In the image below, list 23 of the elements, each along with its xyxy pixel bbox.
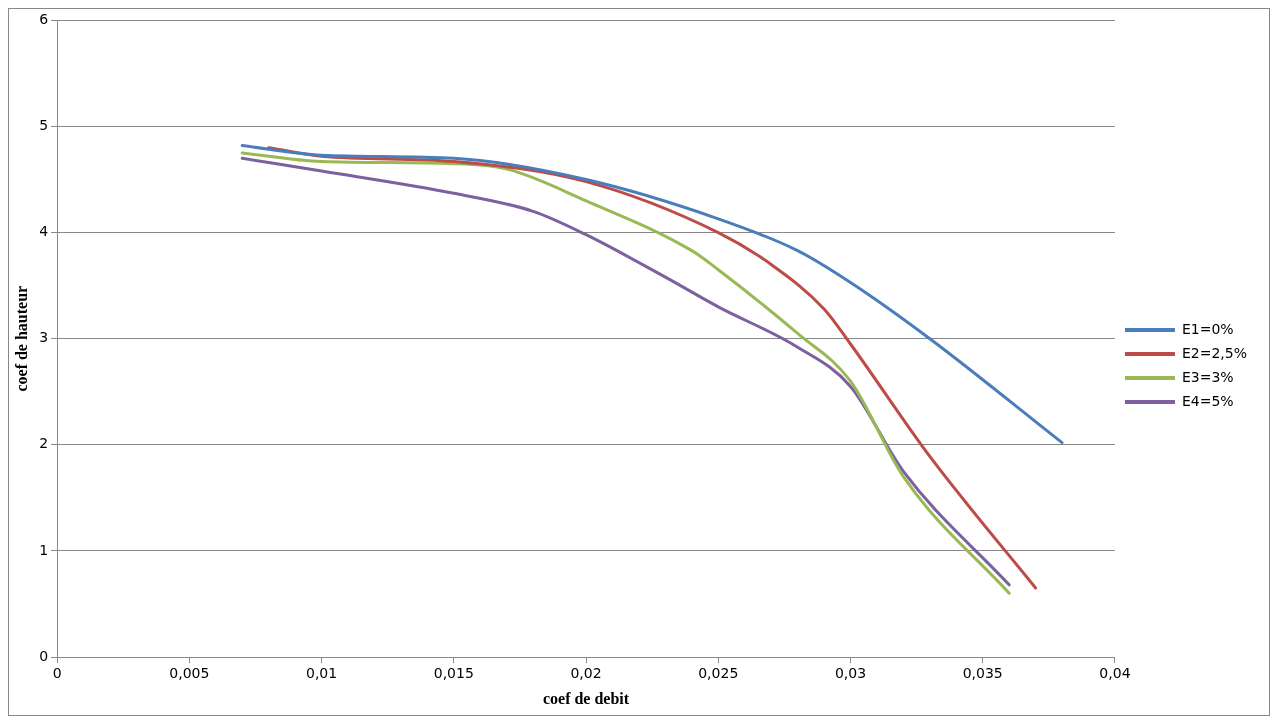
x-tick-label: 0,02 (570, 665, 602, 682)
y-axis-title: coef de hauteur (12, 285, 30, 392)
legend-label: E1=0% (1181, 320, 1234, 337)
x-tick-label: 0,035 (962, 665, 1003, 682)
y-tick-label: 1 (39, 541, 49, 558)
y-tick-label: 3 (39, 329, 49, 346)
x-tick-label: 0,04 (1099, 665, 1131, 682)
legend-label: E3=3% (1181, 368, 1234, 385)
line-series (240, 144, 1064, 445)
x-tick-label: 0,01 (305, 665, 338, 682)
x-tick-label: 0,03 (834, 665, 867, 682)
x-tick-label: 0 (52, 665, 62, 682)
y-tick-label: 6 (39, 11, 49, 28)
x-axis-title: coef de debit (542, 689, 630, 707)
x-tick-label: 0,005 (169, 665, 210, 682)
y-tick-label: 4 (39, 223, 49, 240)
x-tick-label: 0,015 (433, 665, 474, 682)
y-tick-label: 2 (39, 435, 49, 452)
x-tick-label: 0,025 (698, 665, 739, 682)
y-tick-label: 5 (39, 117, 49, 134)
legend-label: E2=2,5% (1181, 344, 1248, 361)
y-tick-label: 0 (39, 647, 49, 664)
legend-label: E4=5% (1181, 392, 1234, 409)
